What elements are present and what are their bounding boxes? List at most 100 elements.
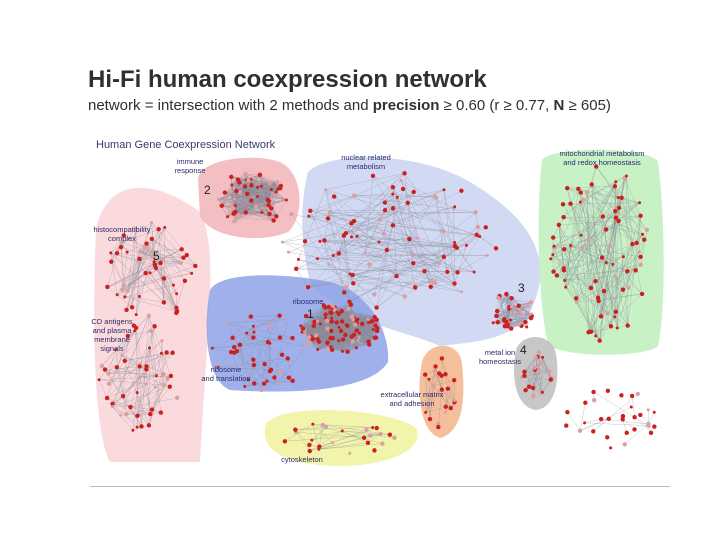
- network-node: [279, 352, 285, 358]
- network-node: [233, 197, 237, 201]
- network-edge: [591, 184, 602, 317]
- network-edge: [579, 406, 632, 431]
- network-edge: [525, 357, 536, 391]
- network-edge: [535, 357, 543, 393]
- network-edge: [135, 327, 151, 415]
- network-node: [121, 233, 126, 238]
- network-edge: [344, 210, 386, 293]
- network-node: [364, 427, 369, 432]
- network-node: [243, 210, 248, 215]
- network-edge: [430, 283, 455, 288]
- network-edge: [506, 293, 516, 313]
- network-edge: [570, 203, 637, 244]
- network-node: [225, 321, 229, 325]
- network-edge: [310, 209, 386, 212]
- network-edge: [261, 383, 278, 391]
- network-edge: [120, 242, 178, 312]
- network-edge: [565, 188, 579, 288]
- network-edge: [130, 378, 168, 408]
- label-cd-line4: signals: [100, 344, 124, 353]
- network-node: [324, 318, 330, 323]
- network-node: [285, 356, 290, 361]
- network-edge: [404, 287, 416, 297]
- network-node: [234, 188, 239, 194]
- network-edge: [602, 216, 643, 235]
- network-edge: [327, 330, 332, 350]
- network-node: [233, 204, 237, 208]
- network-edge: [338, 235, 344, 254]
- network-edge: [563, 217, 616, 219]
- network-node: [343, 284, 349, 290]
- network-edge: [137, 375, 172, 416]
- network-node: [336, 251, 342, 256]
- network-node: [439, 356, 445, 361]
- network-node: [380, 441, 385, 446]
- network-edge: [528, 363, 541, 387]
- network-node: [373, 335, 379, 340]
- network-edge: [595, 216, 604, 337]
- network-node: [249, 198, 254, 203]
- network-edge: [108, 340, 163, 384]
- network-node: [635, 391, 641, 397]
- network-edge: [591, 166, 597, 185]
- label-mito-line1: mitochondrial metabolism: [559, 149, 644, 158]
- network-node: [391, 192, 395, 196]
- network-node: [328, 328, 334, 334]
- network-edge: [352, 256, 444, 276]
- network-node: [337, 325, 341, 329]
- network-node: [153, 265, 159, 271]
- network-node: [324, 188, 328, 192]
- network-edge: [367, 433, 381, 443]
- network-edge: [595, 281, 624, 290]
- network-node: [351, 281, 356, 286]
- network-node: [286, 375, 292, 380]
- network-edge: [579, 402, 586, 431]
- network-nodes: [97, 164, 657, 455]
- network-node: [184, 252, 189, 258]
- network-edge: [392, 206, 455, 226]
- network-edge: [107, 242, 122, 287]
- network-edge: [329, 212, 381, 220]
- network-edge: [238, 182, 278, 216]
- network-node: [614, 180, 618, 184]
- network-edge: [163, 280, 186, 303]
- network-edge: [130, 376, 140, 408]
- network-node: [422, 372, 428, 377]
- network-node: [318, 322, 322, 326]
- network-node: [317, 447, 321, 451]
- network-edge: [581, 216, 603, 236]
- network-edge: [580, 192, 603, 258]
- network-node: [251, 324, 255, 328]
- network-edge: [116, 330, 135, 368]
- network-node: [311, 323, 317, 329]
- cluster-number-5: 5: [153, 249, 160, 263]
- network-edge: [233, 205, 269, 209]
- network-edge: [400, 180, 433, 282]
- network-node: [605, 435, 610, 440]
- subtitle-precision: precision: [372, 97, 440, 114]
- network-node: [506, 323, 510, 327]
- network-node: [519, 376, 523, 380]
- network-node: [128, 404, 133, 410]
- label-nuclear-line2: metabolism: [347, 162, 385, 171]
- network-edge: [239, 344, 245, 387]
- network-edge: [348, 308, 375, 318]
- cluster-number-1: 1: [307, 307, 314, 321]
- network-node: [415, 236, 419, 240]
- network-edge: [441, 389, 455, 403]
- network-edge: [230, 191, 274, 221]
- network-edge: [596, 166, 619, 198]
- network-node: [639, 291, 645, 297]
- network-node: [331, 254, 335, 258]
- network-node: [536, 369, 541, 374]
- network-node: [372, 292, 377, 297]
- network-edge: [327, 195, 355, 219]
- network-node: [105, 284, 110, 290]
- network-node: [453, 399, 457, 403]
- network-node: [549, 257, 553, 261]
- network-edge: [245, 173, 260, 175]
- network-node: [560, 202, 566, 207]
- network-edge: [379, 193, 393, 220]
- network-node: [453, 240, 457, 244]
- network-node: [522, 369, 527, 375]
